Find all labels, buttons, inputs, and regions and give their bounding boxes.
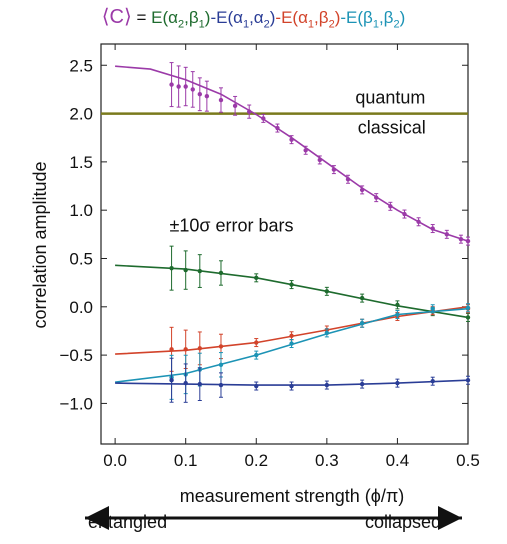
x-tick-label: 0.4	[386, 451, 410, 470]
data-point	[395, 380, 400, 386]
data-point	[465, 238, 471, 244]
y-axis-label: correlation amplitude	[30, 161, 50, 328]
data-point	[232, 103, 238, 109]
title-term-2: -E(α1,α2)	[210, 8, 276, 31]
title-correlator: ⟨C⟩	[101, 6, 132, 28]
title-term-4: -E(β1,β2)	[340, 8, 406, 31]
data-point	[303, 148, 308, 153]
data-point	[430, 306, 435, 311]
data-point	[176, 84, 181, 89]
data-point	[465, 315, 471, 320]
y-tick-label: 0.5	[69, 249, 93, 268]
y-tick-label: 2.0	[69, 105, 93, 124]
data-point	[465, 378, 471, 383]
data-point	[324, 382, 330, 388]
data-point	[261, 116, 266, 121]
x-tick-label: 0.2	[244, 451, 268, 470]
data-point	[254, 352, 259, 358]
data-point	[183, 347, 188, 352]
data-point	[289, 333, 294, 338]
errorbars-label: ±10σ error bars	[169, 215, 293, 235]
y-tick-label: 0.0	[69, 298, 93, 317]
y-tick-label: 1.0	[69, 201, 93, 220]
entangled-label: entangled	[88, 512, 168, 532]
data-point	[359, 381, 365, 387]
y-tick-label: −0.5	[59, 346, 93, 365]
y-tick-label: 2.5	[69, 56, 93, 75]
title-term-1: E(α2,β1)	[151, 8, 211, 31]
data-point	[331, 167, 337, 172]
data-point	[169, 265, 174, 271]
data-point	[247, 109, 252, 114]
data-point	[430, 378, 435, 384]
data-point	[359, 295, 365, 301]
x-tick-label: 0.3	[315, 451, 339, 470]
classical-label: classical	[358, 118, 426, 138]
x-tick-label: 0.0	[103, 451, 127, 470]
data-point	[218, 270, 224, 276]
y-tick-label: 1.5	[69, 153, 93, 172]
data-point	[197, 381, 203, 387]
data-point	[345, 177, 351, 182]
data-point	[169, 347, 174, 352]
data-point	[402, 211, 407, 217]
x-axis-label: measurement strength (ϕ/π)	[180, 486, 405, 506]
title-equals: =	[131, 8, 152, 27]
data-point	[359, 321, 365, 326]
data-point	[218, 382, 224, 388]
data-point	[416, 219, 421, 224]
data-point	[190, 87, 195, 92]
data-point	[218, 362, 224, 367]
data-point	[254, 275, 259, 281]
data-point	[374, 195, 379, 200]
data-point	[465, 305, 471, 310]
data-point	[444, 232, 450, 237]
data-point	[197, 268, 203, 274]
data-point	[388, 204, 393, 209]
data-point	[183, 267, 188, 273]
y-tick-label: −1.0	[59, 394, 93, 413]
data-point	[289, 383, 294, 389]
data-point	[324, 289, 330, 294]
data-point	[218, 97, 224, 103]
x-tick-label: 0.5	[456, 451, 480, 470]
data-point	[204, 93, 210, 99]
data-point	[289, 341, 294, 346]
data-point	[254, 340, 259, 345]
data-point	[289, 137, 294, 142]
data-point	[183, 84, 188, 89]
data-point	[183, 380, 188, 386]
data-point	[254, 383, 259, 389]
data-point	[289, 282, 294, 287]
data-point	[275, 125, 280, 131]
title-term-3: -E(α1,β2)	[275, 8, 341, 31]
data-point	[430, 226, 435, 231]
x-tick-label: 0.1	[174, 451, 198, 470]
data-point	[197, 92, 203, 97]
data-point	[395, 302, 400, 308]
data-point	[197, 346, 203, 351]
data-point	[458, 236, 464, 242]
data-point	[359, 187, 365, 193]
collapsed-label: collapsed	[365, 512, 442, 532]
data-point	[169, 378, 174, 383]
quantum-label: quantum	[355, 88, 425, 108]
data-point	[218, 344, 224, 349]
data-point	[169, 82, 174, 87]
data-point	[324, 330, 330, 336]
data-point	[395, 312, 400, 317]
chart-title: ⟨C⟩ = E(α2,β1)-E(α1,α2)-E(α1,β2)-E(β1,β2…	[0, 4, 507, 30]
data-point	[317, 157, 322, 163]
